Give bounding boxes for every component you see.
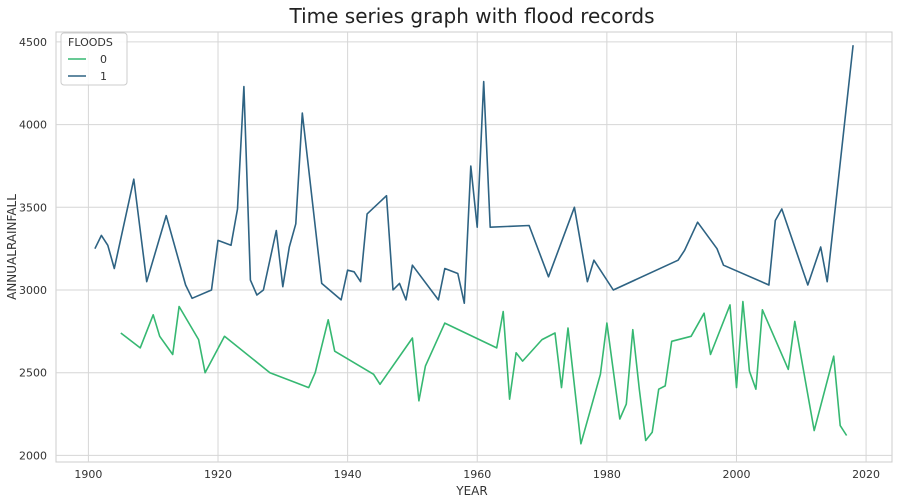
y-tick-2500: 2500 — [19, 367, 47, 380]
series-line-1 — [94, 45, 854, 305]
legend-box — [60, 32, 128, 86]
x-tick-1920: 1920 — [204, 468, 232, 481]
x-tick-1900: 1900 — [74, 468, 102, 481]
y-tick-labels: 2000 2500 3000 3500 4000 4500 — [19, 36, 47, 462]
plot-background — [55, 31, 893, 463]
chart-title: Time series graph with flood records — [288, 4, 654, 28]
x-tick-1960: 1960 — [463, 468, 491, 481]
legend-entry-1: 1 — [100, 70, 107, 83]
x-tick-1940: 1940 — [334, 468, 362, 481]
y-tick-4500: 4500 — [19, 36, 47, 49]
y-tick-4000: 4000 — [19, 119, 47, 132]
y-tick-3500: 3500 — [19, 201, 47, 214]
x-tick-labels: 1900 1920 1940 1960 1980 2000 2020 — [74, 468, 880, 481]
legend-title: FLOODS — [68, 36, 113, 49]
legend-entry-0: 0 — [100, 53, 107, 66]
x-tick-2000: 2000 — [722, 468, 750, 481]
x-tick-1980: 1980 — [593, 468, 621, 481]
series-line-0 — [120, 300, 848, 445]
y-tick-3000: 3000 — [19, 284, 47, 297]
series-lines — [94, 45, 854, 445]
legend: FLOODS 0 1 — [60, 32, 128, 86]
grid-lines — [56, 32, 892, 462]
x-tick-2020: 2020 — [852, 468, 880, 481]
y-axis-label: ANNUALRAINFALL — [5, 194, 19, 300]
x-axis-label: YEAR — [455, 484, 487, 498]
y-tick-2000: 2000 — [19, 449, 47, 462]
